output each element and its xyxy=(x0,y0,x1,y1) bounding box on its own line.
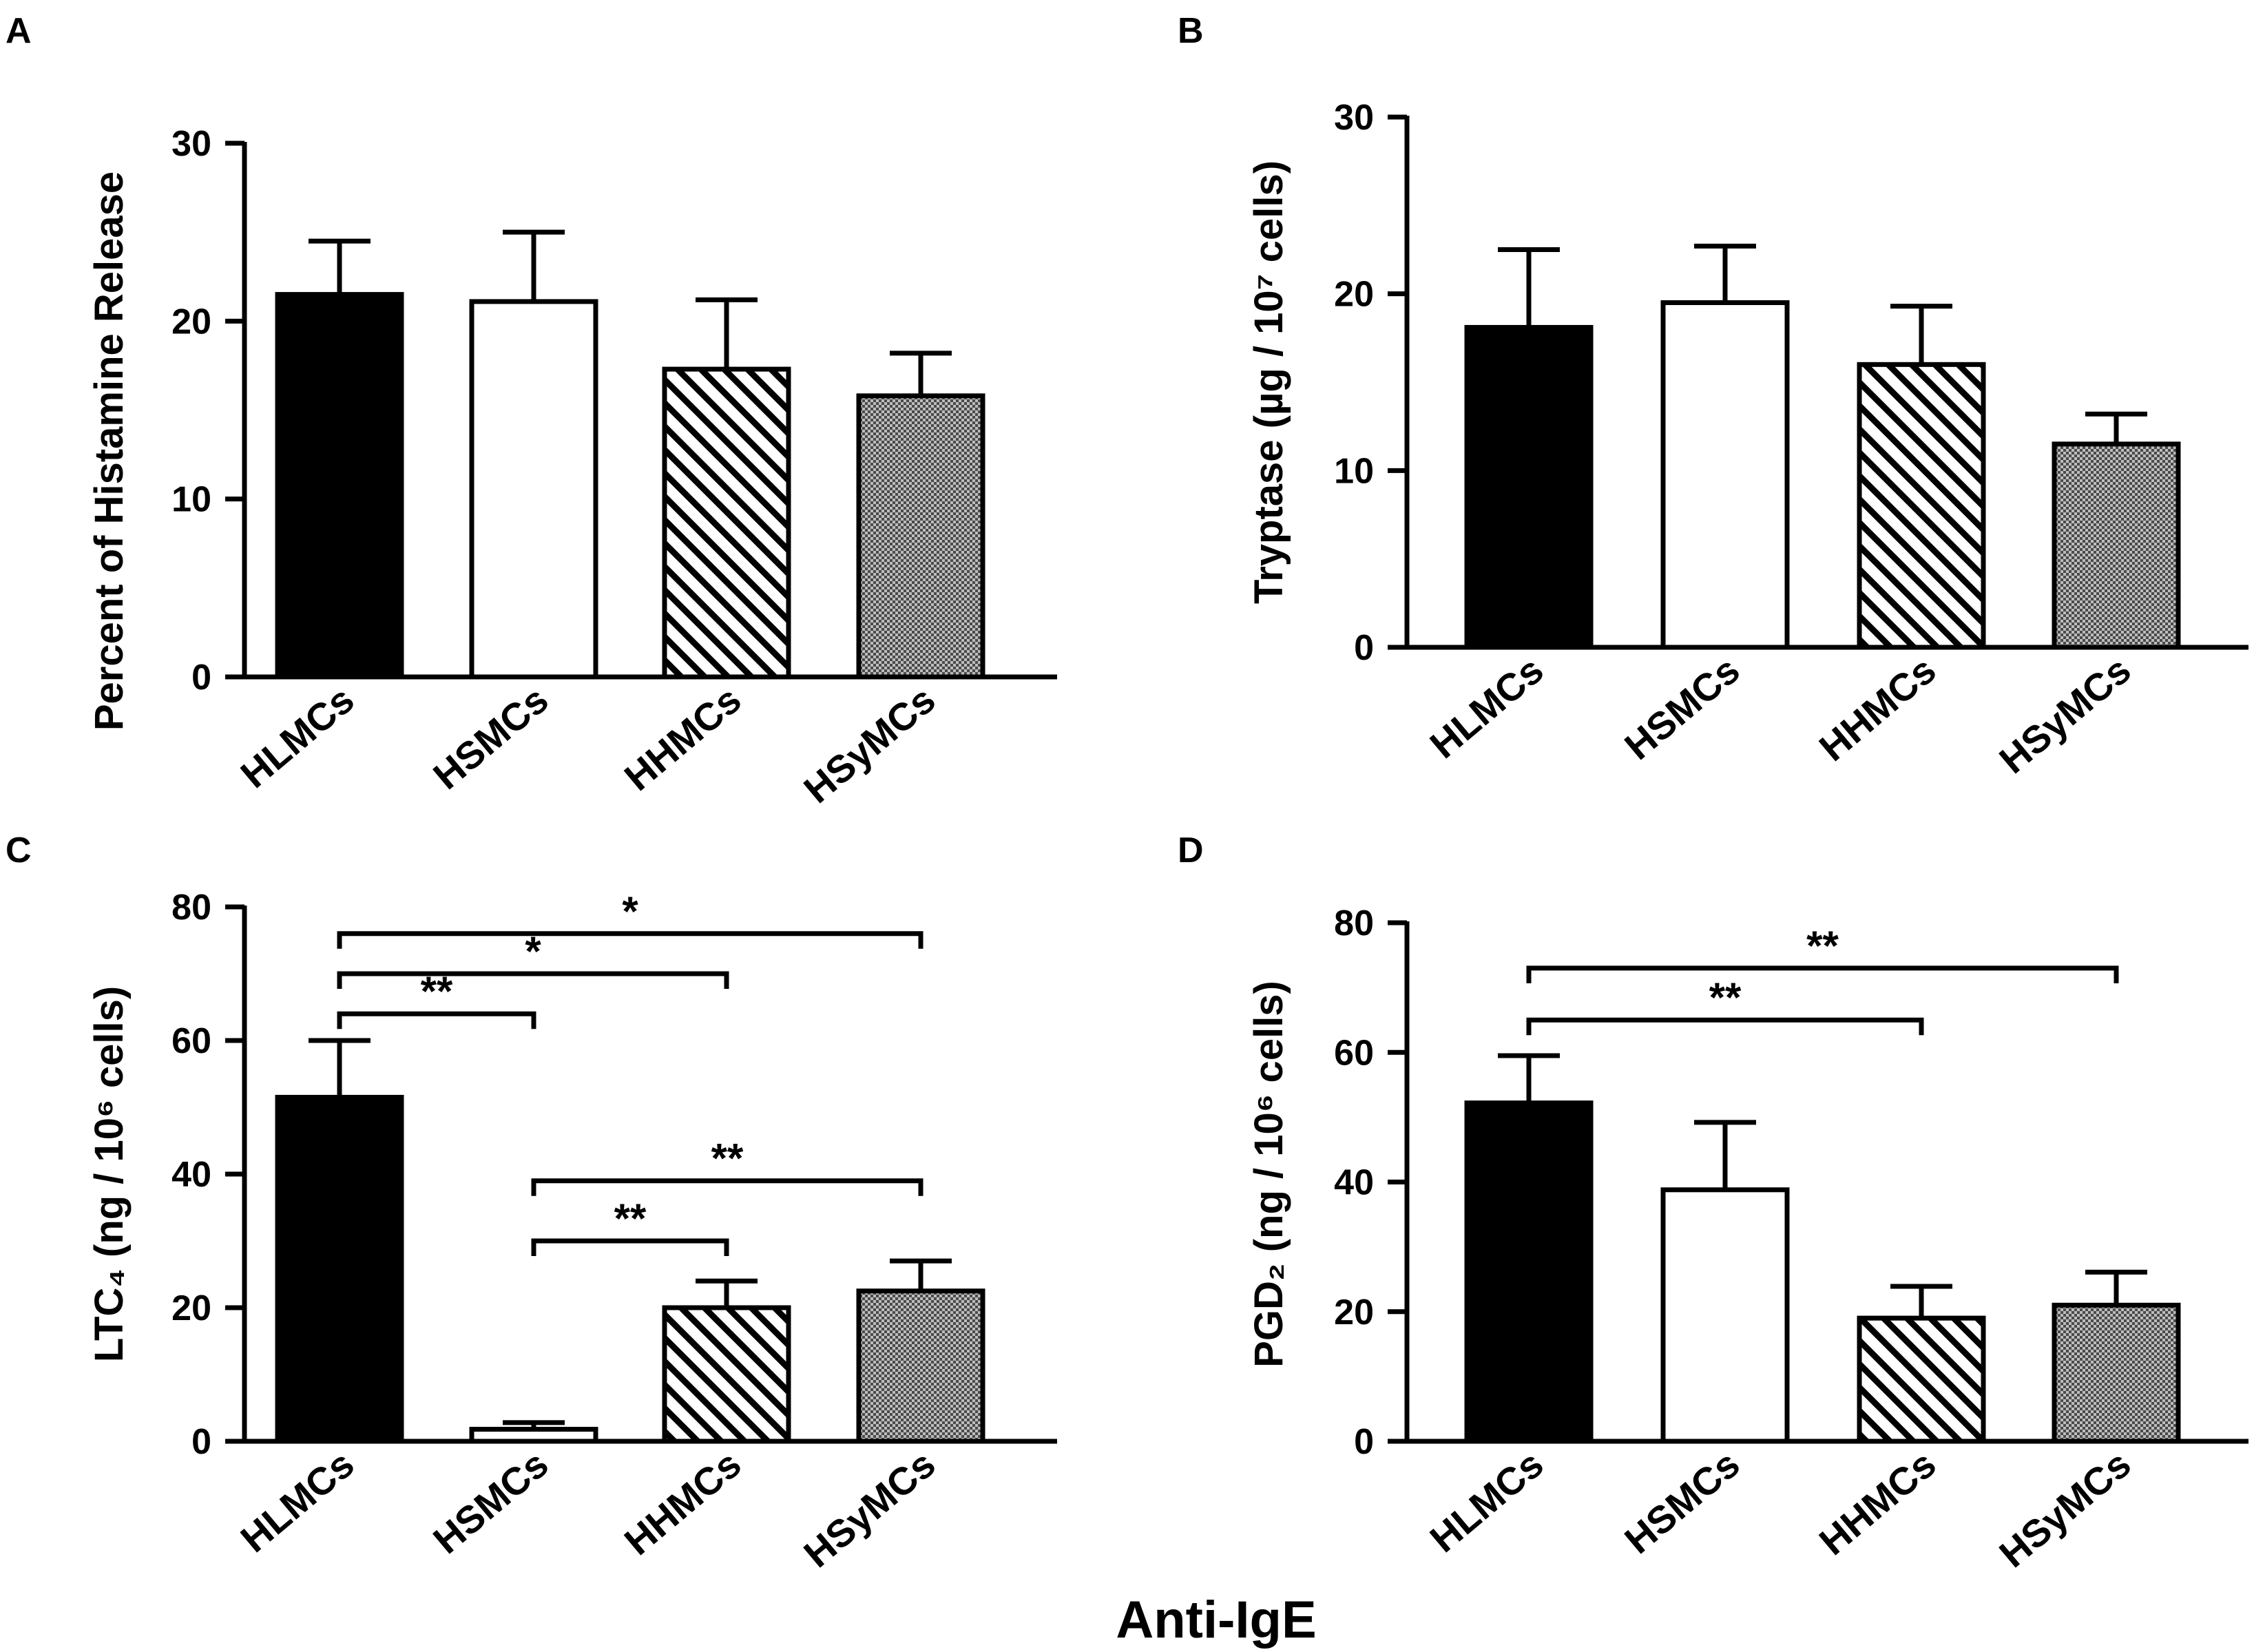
panel-c-y-axis-label: LTC₄ (ng / 10⁶ cells) xyxy=(87,986,132,1362)
panel-c-significance-label: * xyxy=(525,928,541,974)
panel-a-axes: 0 10 20 30 HLMCs HSMCs HHMCs HSyMCs xyxy=(171,124,1057,811)
panel-d-significance-bracket xyxy=(1526,965,2119,983)
panel-label-b: B xyxy=(1178,11,1204,51)
panel-c-category-label: HSyMCs xyxy=(795,1442,943,1576)
panel-c-significance-label: ** xyxy=(614,1195,647,1242)
panel-a-y-tick-label: 10 xyxy=(171,480,211,520)
panel-d-significance-bracket xyxy=(1526,1017,1924,1036)
panel-label-a: A xyxy=(6,11,32,51)
panel-a-y-tick-label: 30 xyxy=(171,124,211,164)
panel-d-y-tick-label: 0 xyxy=(1354,1422,1374,1462)
panel-d-y-tick-label: 80 xyxy=(1334,903,1374,943)
panel-d-bar-hsmcs xyxy=(1660,1187,1790,1444)
panel-b-y-tick-label: 10 xyxy=(1334,451,1374,491)
panel-d-y-tick-label: 40 xyxy=(1334,1163,1374,1203)
panel-b-bar-hsmcs xyxy=(1660,300,1790,650)
panel-b-y-tick-label: 20 xyxy=(1334,275,1374,315)
panel-a: A 0 10 20 30 HLMCs HSMCs HHMCs HSyMCs Percent o… xyxy=(6,11,1057,811)
panel-d-significance-label: ** xyxy=(1806,923,1839,969)
panel-c-y-tick-label: 20 xyxy=(171,1288,211,1328)
panel-c-significance-bracket xyxy=(337,971,729,989)
panel-a-bar-hhmcs xyxy=(662,366,791,680)
panel-d-y-axis-label: PGD₂ (ng / 10⁶ cells) xyxy=(1246,981,1291,1368)
panel-c-y-tick-label: 60 xyxy=(171,1021,211,1061)
panel-c-bar-hsmcs xyxy=(469,1427,598,1444)
panel-c-bar-hlmcs xyxy=(275,1094,404,1444)
panel-c-bar-hhmcs xyxy=(662,1305,791,1444)
panel-label-d: D xyxy=(1178,830,1204,870)
panel-b-category-label: HLMCs xyxy=(1421,648,1551,766)
panel-a-y-tick-label: 20 xyxy=(171,302,211,342)
panel-a-bar-hsmcs xyxy=(469,299,598,680)
panel-b-y-tick-label: 30 xyxy=(1334,98,1374,138)
panel-a-category-label: HSyMCs xyxy=(795,678,943,811)
panel-c-y-tick-label: 80 xyxy=(171,888,211,928)
panel-a-category-label: HLMCs xyxy=(232,678,362,796)
panel-c-y-tick-label: 40 xyxy=(171,1155,211,1195)
panel-d-category-label: HSMCs xyxy=(1616,1442,1748,1562)
panel-c-category-label: HHMCs xyxy=(616,1442,749,1563)
panel-label-c: C xyxy=(6,830,32,870)
panel-b-bar-hhmcs xyxy=(1857,362,1986,650)
panel-a-bar-hlmcs xyxy=(275,292,404,680)
panel-d-category-label: HHMCs xyxy=(1811,1442,1944,1563)
panel-b-category-label: HSyMCs xyxy=(1991,648,2139,782)
panel-d-y-tick-label: 20 xyxy=(1334,1293,1374,1332)
panel-c-significance-bracket xyxy=(337,1011,536,1029)
panel-c-bar-hsymcs xyxy=(856,1288,985,1444)
panel-b-y-tick-label: 0 xyxy=(1354,628,1374,668)
panel-d-significance-label: ** xyxy=(1709,974,1742,1021)
panel-c-significance-label: ** xyxy=(421,968,453,1014)
panel-b: B 0 10 20 30 HLMCs HSMCs HHMCs HSyMCs Tryptase … xyxy=(1178,11,2248,782)
panel-c-category-label: HSMCs xyxy=(425,1442,556,1562)
panel-c-significance-bracket xyxy=(337,931,923,949)
panel-d-axes: 0 20 40 60 80 HLMCs HSMCs HHMCs HSyMCs ** ** xyxy=(1334,903,2248,1576)
panel-b-y-axis-label: Tryptase (µg / 10⁷ cells) xyxy=(1246,160,1291,604)
shared-x-axis-label: Anti-IgE xyxy=(1116,1591,1316,1649)
panel-d-y-tick-label: 60 xyxy=(1334,1033,1374,1073)
panel-b-category-label: HHMCs xyxy=(1811,648,1944,769)
panel-d-category-label: HLMCs xyxy=(1421,1442,1551,1560)
panel-b-bar-hlmcs xyxy=(1464,324,1594,650)
panel-c-significance-bracket xyxy=(531,1178,923,1196)
panel-b-bar-hsymcs xyxy=(2052,441,2181,650)
panel-d-bar-hhmcs xyxy=(1857,1315,1986,1444)
panel-c-significance-label: ** xyxy=(711,1136,744,1182)
panel-a-category-label: HHMCs xyxy=(616,678,749,799)
panel-c-category-label: HLMCs xyxy=(232,1442,362,1560)
panel-d-bar-hsymcs xyxy=(2052,1302,2181,1444)
panel-c-y-tick-label: 0 xyxy=(191,1422,211,1462)
panel-a-category-label: HSMCs xyxy=(425,678,556,797)
panel-d-bar-hlmcs xyxy=(1464,1100,1594,1444)
panel-c-significance-label: * xyxy=(622,888,638,934)
panel-a-bar-hsymcs xyxy=(856,393,985,680)
panel-b-axes: 0 10 20 30 HLMCs HSMCs HHMCs HSyMCs xyxy=(1334,98,2248,782)
panel-d: D 0 20 40 60 80 HLMCs HSMCs HHMCs HSyMCs ** ** PGD… xyxy=(1178,830,2248,1576)
panel-b-category-label: HSMCs xyxy=(1616,648,1748,768)
panel-a-y-axis-label: Percent of Histamine Release xyxy=(87,171,132,731)
panel-c-significance-bracket xyxy=(531,1238,729,1256)
panel-d-category-label: HSyMCs xyxy=(1991,1442,2139,1576)
panel-a-y-tick-label: 0 xyxy=(191,658,211,698)
